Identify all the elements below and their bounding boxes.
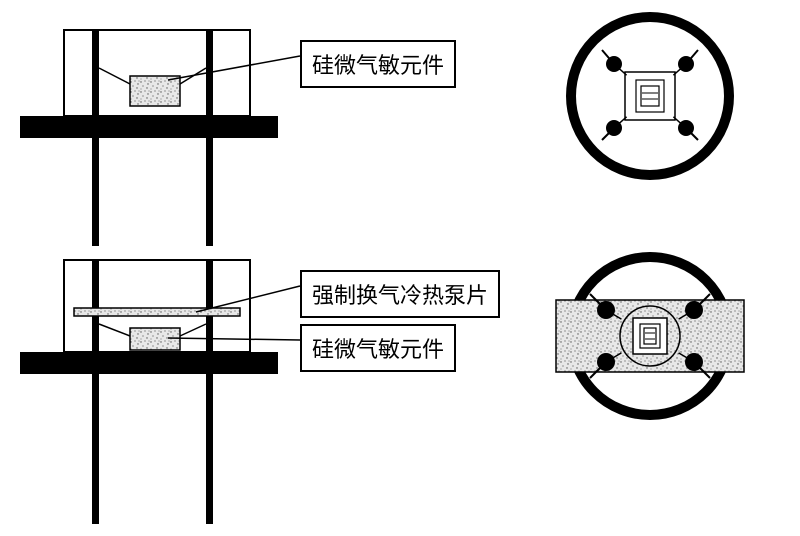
label-silicon-micro-gas-sensor-top: 硅微气敏元件	[300, 40, 456, 88]
diagram-page: 硅微气敏元件 强制换气冷热泵片 硅微气敏元件	[0, 0, 800, 531]
row2-side-view	[20, 260, 278, 524]
sensor-chip	[130, 328, 180, 350]
sensor-chip-top	[633, 318, 667, 354]
leader-line	[168, 56, 300, 80]
label-forced-ventilation-thermopump-sheet: 强制换气冷热泵片	[300, 270, 500, 318]
leader-line	[168, 338, 300, 340]
label-silicon-micro-gas-sensor-bottom: 硅微气敏元件	[300, 324, 456, 372]
sensor-chip	[130, 76, 180, 106]
row1-top-view	[571, 17, 729, 175]
sensor-chip-top	[625, 72, 675, 120]
row2-top-view	[556, 257, 744, 415]
row1-side-view	[20, 30, 278, 246]
thermopump-plate	[74, 308, 240, 316]
